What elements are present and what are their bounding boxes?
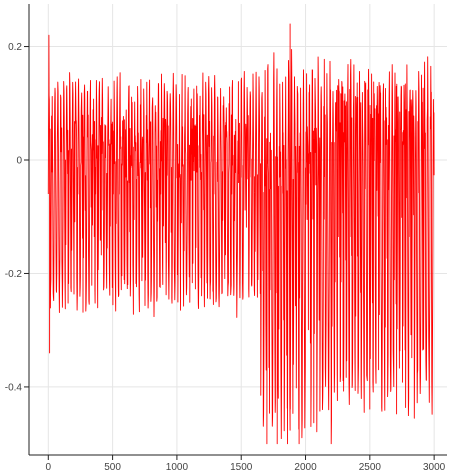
axes [28,4,447,456]
y-tick-label: -0.4 [5,382,23,393]
y-tick-label: 0 [16,156,22,167]
x-tick-label: 2000 [294,462,317,473]
series-layer [47,23,435,445]
x-tick-label: 2500 [359,462,382,473]
y-tick-label: -0.2 [5,269,23,280]
x-tick-label: 500 [104,462,121,473]
series-line [47,23,435,445]
x-tick-label: 1500 [230,462,253,473]
x-tick-label: 3000 [423,462,446,473]
x-tick-label: 0 [46,462,52,473]
x-tick-label: 1000 [166,462,189,473]
y-ticks: 0.2 0 -0.2 -0.4 [5,42,29,393]
y-tick-label: 0.2 [8,42,22,53]
x-ticks: 0 500 1000 1500 2000 2500 3000 [46,455,446,473]
